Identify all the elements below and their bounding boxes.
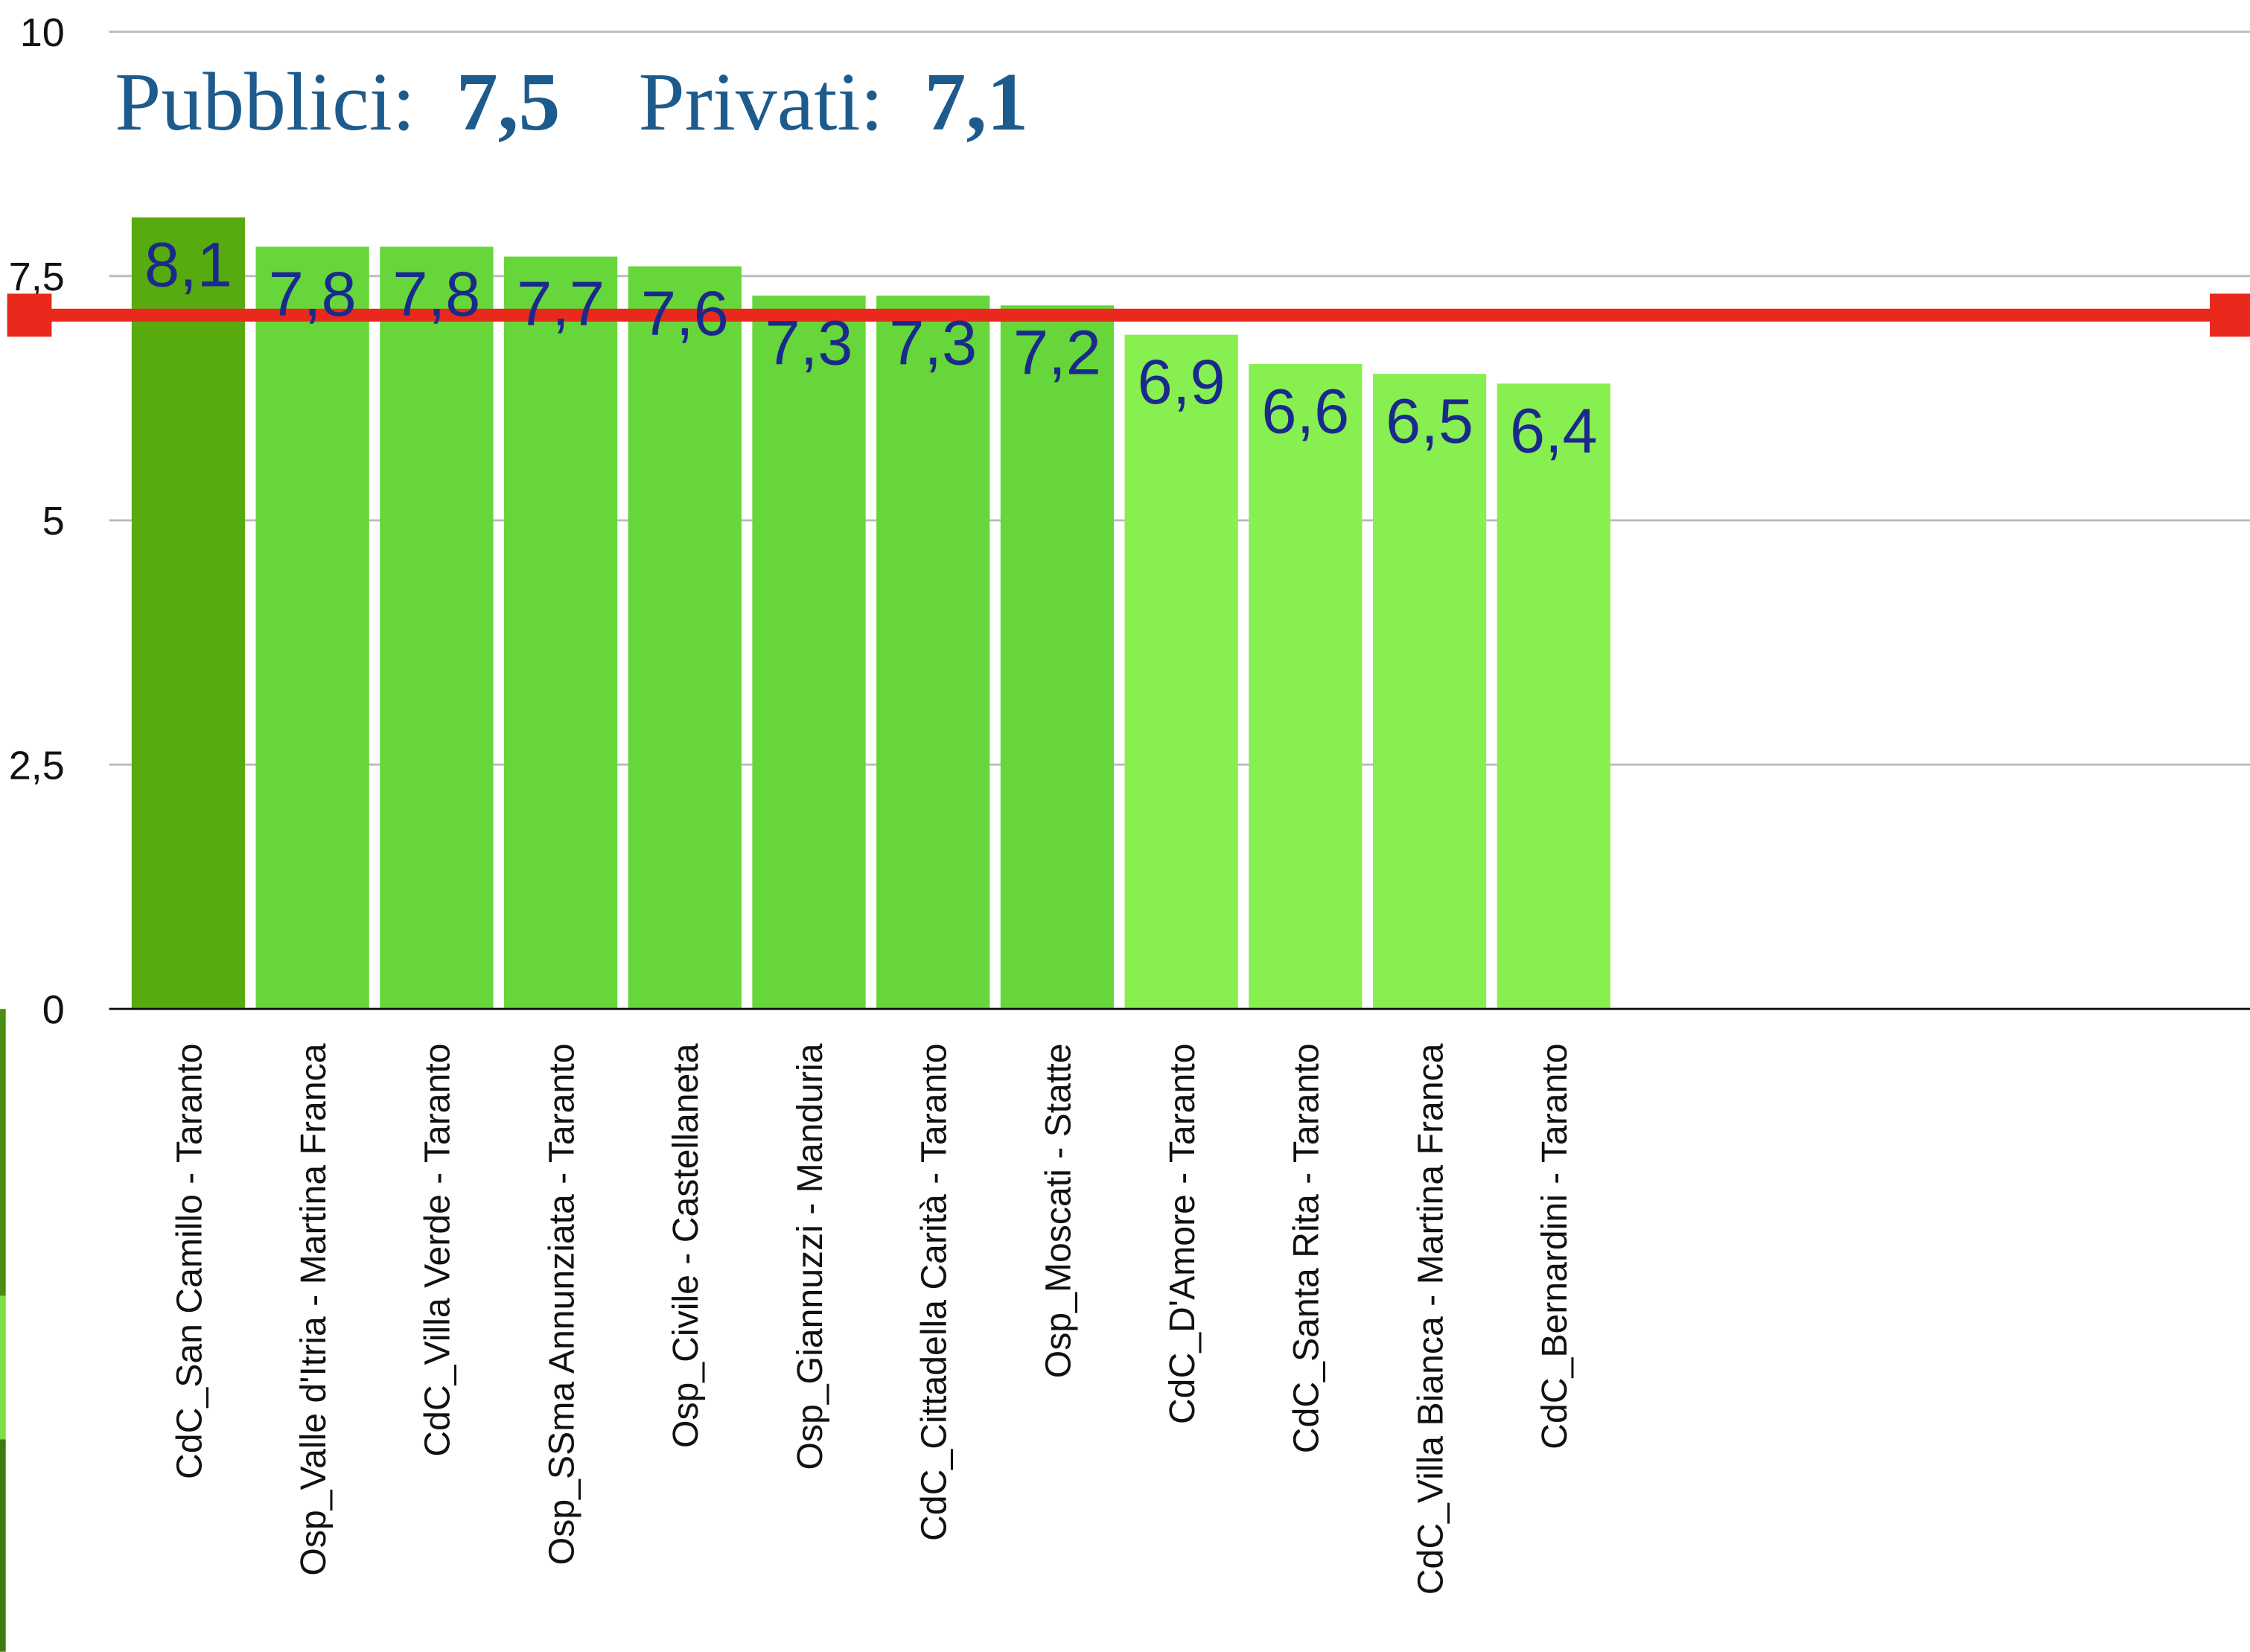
y-tick-label: 5 [42, 499, 65, 543]
y-tick-label: 0 [42, 988, 65, 1033]
value-label: 6,5 [1386, 386, 1473, 456]
bar [1124, 334, 1238, 1010]
title-value: 7,1 [925, 56, 1029, 148]
x-tick-label: CdC_D'Amore - Taranto [1162, 1043, 1202, 1424]
y-tick-label: 10 [20, 10, 65, 55]
x-tick-label: CdC_Bernardini - Taranto [1534, 1043, 1575, 1449]
value-label: 7,3 [765, 307, 853, 378]
title-value: 7,5 [456, 56, 561, 148]
title-label: Privati: [639, 56, 884, 148]
bar [380, 246, 494, 1010]
bar [1000, 305, 1115, 1010]
value-label: 7,6 [641, 278, 729, 348]
x-tick-label: CdC_Cittadella Carità - Taranto [914, 1043, 955, 1540]
value-label: 7,2 [1013, 317, 1101, 388]
edge-strip [0, 1295, 6, 1440]
reference-marker [7, 293, 52, 337]
value-label: 6,9 [1138, 346, 1226, 417]
x-tick-label: CdC_Villa Verde - Taranto [418, 1043, 458, 1456]
y-tick-label: 2,5 [9, 743, 65, 788]
bar [131, 217, 246, 1010]
value-label: 6,4 [1510, 395, 1598, 466]
edge-strip [0, 1439, 6, 1652]
bar [255, 246, 369, 1010]
bar [876, 296, 990, 1010]
title-label: Pubblici: [115, 56, 415, 148]
x-tick-label: Osp_Civile - Castellaneta [666, 1043, 706, 1448]
value-label: 7,7 [517, 268, 605, 339]
reference-marker [2210, 293, 2250, 337]
edge-strip [0, 1009, 6, 1296]
x-tick-label: CdC_San Camillo - Taranto [169, 1043, 209, 1479]
bar [752, 296, 866, 1010]
x-tick-label: Osp_Giannuzzi - Manduria [790, 1043, 830, 1470]
bar [1497, 383, 1610, 1010]
value-label: 8,1 [144, 229, 232, 300]
bar [1372, 374, 1487, 1010]
y-tick-label: 7,5 [9, 255, 65, 299]
x-tick-label: CdC_Villa Bianca - Martina Franca [1410, 1043, 1450, 1595]
x-tick-label: Osp_SSma Annunziata - Taranto [541, 1043, 581, 1565]
bar [628, 266, 742, 1010]
bar [1249, 363, 1363, 1010]
x-tick-label: CdC_Santa Rita - Taranto [1287, 1043, 1327, 1453]
value-label: 7,8 [392, 258, 480, 329]
chart-title: Pubblici: 7,5 Privati: 7,1 [115, 56, 1028, 148]
value-label: 7,3 [889, 307, 977, 378]
bar [503, 256, 618, 1010]
value-label: 7,8 [269, 258, 357, 329]
x-tick-label: Osp_Moscati - Statte [1038, 1043, 1078, 1378]
value-label: 6,6 [1261, 375, 1349, 446]
x-tick-label: Osp_Valle d'Itria - Martina Franca [293, 1043, 334, 1575]
